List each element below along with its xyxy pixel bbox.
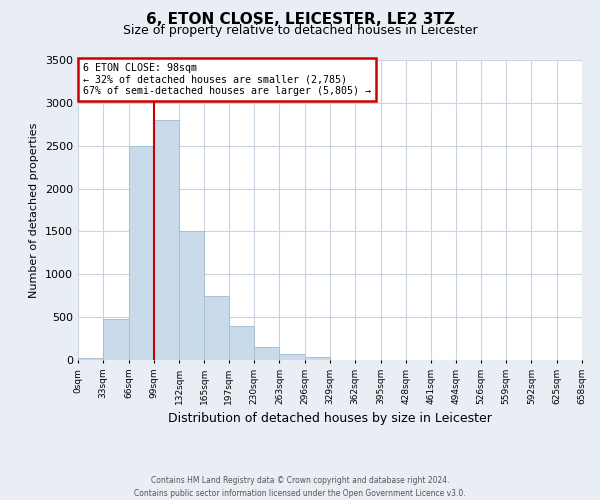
Text: Contains HM Land Registry data © Crown copyright and database right 2024.
Contai: Contains HM Land Registry data © Crown c… — [134, 476, 466, 498]
Text: 6, ETON CLOSE, LEICESTER, LE2 3TZ: 6, ETON CLOSE, LEICESTER, LE2 3TZ — [146, 12, 455, 28]
Bar — [128, 146, 154, 360]
Bar — [154, 120, 179, 360]
Text: Size of property relative to detached houses in Leicester: Size of property relative to detached ho… — [122, 24, 478, 37]
X-axis label: Distribution of detached houses by size in Leicester: Distribution of detached houses by size … — [168, 412, 492, 426]
Bar — [179, 232, 205, 360]
Text: 6 ETON CLOSE: 98sqm
← 32% of detached houses are smaller (2,785)
67% of semi-det: 6 ETON CLOSE: 98sqm ← 32% of detached ho… — [83, 63, 371, 96]
Bar — [254, 347, 280, 360]
Bar — [280, 354, 305, 360]
Bar — [229, 326, 254, 360]
Bar — [205, 296, 229, 360]
Y-axis label: Number of detached properties: Number of detached properties — [29, 122, 40, 298]
Bar — [78, 358, 103, 360]
Bar — [103, 319, 128, 360]
Bar — [305, 356, 330, 360]
